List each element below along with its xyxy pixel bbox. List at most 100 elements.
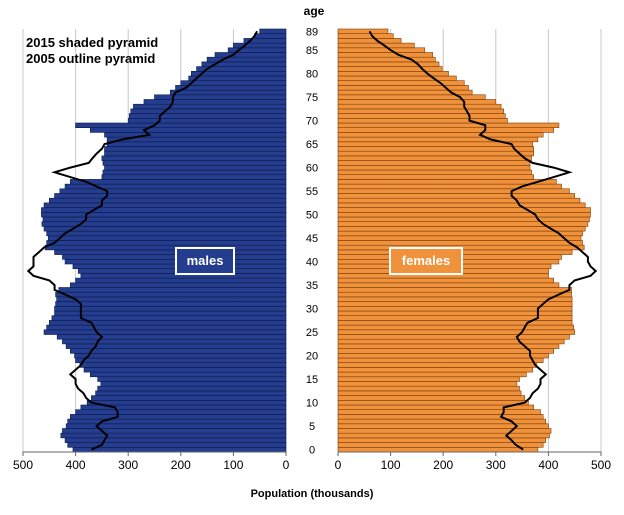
age-tick-label: 35 — [306, 280, 318, 292]
female-bar-age-74 — [337, 99, 497, 105]
female-bar-age-31 — [337, 301, 573, 307]
male-bar-age-2 — [64, 437, 287, 443]
males-label: males — [175, 247, 235, 275]
age-tick-label: 20 — [306, 351, 318, 363]
right-axis-tick-label: 100 — [381, 458, 401, 472]
female-bar-age-35 — [337, 282, 560, 288]
male-bar-age-78 — [180, 80, 287, 86]
female-bar-age-73 — [337, 103, 502, 110]
male-bar-age-12 — [95, 390, 287, 396]
right-axis-tick-label: 300 — [486, 458, 506, 472]
male-bar-age-59 — [102, 169, 287, 175]
female-bar-age-69 — [337, 122, 560, 128]
male-bar-age-50 — [41, 212, 287, 218]
male-bar-age-24 — [56, 334, 287, 340]
female-bar-age-64 — [337, 146, 534, 152]
female-bar-age-53 — [337, 197, 581, 204]
female-bar-age-89 — [337, 28, 389, 34]
female-bars-group — [337, 28, 591, 453]
male-bar-age-64 — [104, 146, 287, 152]
age-tick-label: 70 — [306, 116, 318, 128]
female-bar-age-0 — [337, 446, 539, 453]
male-bar-age-84 — [214, 52, 287, 58]
title-line-2015: 2015 shaded pyramid — [26, 35, 159, 50]
female-bar-age-44 — [337, 240, 583, 246]
age-tick-label: 80 — [306, 69, 318, 81]
male-bar-age-72 — [130, 108, 287, 114]
age-tick-label: 30 — [306, 304, 318, 316]
female-bar-age-32 — [337, 296, 573, 302]
male-bar-age-4 — [62, 428, 287, 434]
female-bar-age-7 — [337, 414, 544, 420]
male-bar-age-16 — [90, 371, 287, 378]
female-bar-age-4 — [337, 428, 552, 434]
female-bar-age-86 — [337, 42, 415, 49]
age-tick-label: 85 — [306, 45, 318, 57]
male-bar-age-3 — [60, 432, 287, 439]
female-bar-age-12 — [337, 390, 522, 396]
female-bar-age-57 — [337, 179, 557, 185]
female-bar-age-46 — [337, 230, 583, 237]
female-bar-age-21 — [337, 348, 554, 354]
female-bar-age-20 — [337, 352, 549, 359]
male-2005-outline — [26, 30, 258, 451]
age-tick-label: 65 — [306, 139, 318, 151]
male-bar-age-76 — [169, 89, 287, 96]
male-bar-age-46 — [46, 230, 287, 237]
female-bar-age-49 — [337, 216, 590, 222]
male-bar-age-36 — [75, 277, 287, 284]
male-bar-age-32 — [56, 296, 287, 302]
female-bar-age-54 — [337, 193, 575, 199]
female-bar-age-18 — [337, 362, 538, 368]
female-bar-age-68 — [337, 127, 554, 133]
male-bar-age-33 — [55, 291, 287, 298]
left-x-axis: 500 400 300 200 100 0 — [13, 451, 290, 472]
male-bar-age-15 — [97, 376, 287, 382]
female-bar-age-27 — [337, 320, 573, 326]
male-bar-age-57 — [70, 179, 287, 185]
title-line-2005: 2005 outline pyramid — [26, 51, 156, 66]
left-axis-tick-label: 400 — [66, 458, 86, 472]
male-bar-age-80 — [191, 71, 287, 77]
male-bar-age-62 — [101, 155, 287, 161]
male-bar-age-51 — [41, 207, 287, 213]
male-bar-age-44 — [46, 240, 287, 246]
age-tick-label: 15 — [306, 374, 318, 386]
female-bar-age-52 — [337, 202, 586, 208]
female-bar-age-2 — [337, 437, 547, 443]
female-bar-age-33 — [337, 291, 572, 298]
male-bar-age-11 — [91, 395, 287, 401]
female-bar-age-48 — [337, 221, 589, 227]
male-bar-age-30 — [54, 305, 287, 312]
female-bar-age-50 — [337, 212, 591, 218]
female-bar-age-79 — [337, 75, 457, 81]
right-axis-tick-label: 500 — [591, 458, 611, 472]
female-bar-age-72 — [337, 108, 504, 114]
male-bar-age-60 — [104, 165, 287, 171]
right-x-axis: 0 100 200 300 400 500 — [335, 451, 611, 472]
male-bar-age-45 — [47, 235, 287, 241]
age-tick-label: 25 — [306, 327, 318, 339]
age-tick-label: 50 — [306, 210, 318, 222]
female-bar-age-23 — [337, 338, 565, 345]
female-bar-age-62 — [337, 155, 532, 161]
female-bar-age-51 — [337, 207, 591, 213]
left-axis-tick-label: 200 — [171, 458, 191, 472]
female-bar-age-83 — [337, 56, 436, 63]
male-bar-age-70 — [127, 118, 287, 124]
male-bar-age-54 — [54, 193, 287, 199]
male-bar-age-18 — [79, 362, 287, 368]
female-bar-age-71 — [337, 113, 506, 119]
female-bar-age-88 — [337, 33, 394, 39]
male-bars-group — [41, 28, 287, 453]
female-bar-age-25 — [337, 329, 575, 335]
male-bar-age-13 — [97, 385, 287, 392]
male-bar-age-35 — [70, 282, 287, 288]
male-bar-age-88 — [254, 33, 287, 39]
female-bar-age-82 — [337, 61, 440, 67]
x-axis-label: Population (thousands) — [250, 488, 374, 500]
male-bar-age-8 — [75, 409, 287, 415]
male-bar-age-7 — [70, 414, 287, 420]
female-bar-age-55 — [337, 188, 570, 194]
